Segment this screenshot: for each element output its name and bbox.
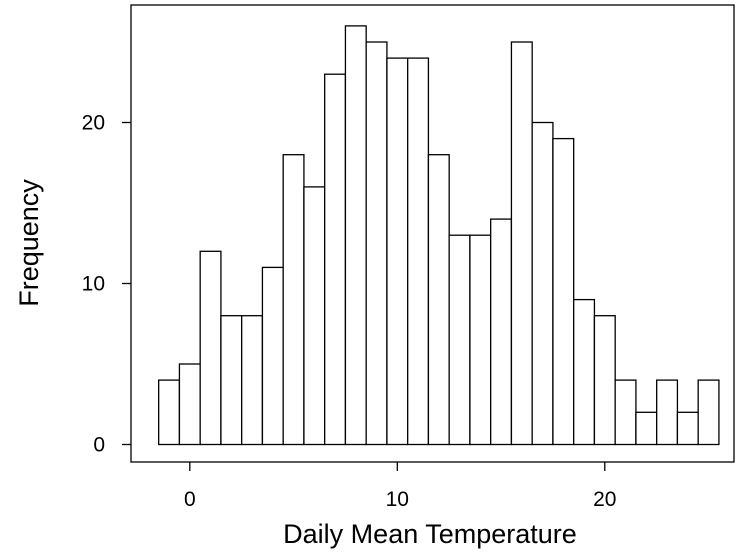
histogram-bar	[303, 186, 326, 446]
histogram-bar	[324, 73, 347, 446]
histogram-bar	[635, 411, 658, 446]
histogram-bar	[676, 411, 699, 446]
histogram-bar	[656, 379, 679, 446]
x-tick-label: 0	[184, 488, 196, 511]
x-axis: 0 10 20	[184, 462, 616, 511]
y-tick-label: 10	[82, 273, 105, 296]
histogram-bar	[158, 379, 181, 446]
histogram-bar	[427, 154, 450, 446]
histogram-bar	[614, 379, 637, 446]
histogram-bar	[386, 57, 409, 446]
y-axis-title: Frequency	[14, 179, 44, 307]
histogram-bar	[573, 298, 596, 446]
histogram-bar	[199, 250, 222, 446]
x-tick-label: 10	[386, 488, 409, 511]
histogram-bar	[510, 41, 533, 446]
y-axis: 0 10 20	[82, 112, 131, 457]
histogram-bar	[282, 154, 305, 446]
histogram-bar	[178, 363, 201, 446]
bars-group	[158, 25, 720, 446]
x-axis-title: Daily Mean Temperature	[283, 519, 577, 549]
histogram-bar	[531, 121, 554, 446]
histogram-bar	[593, 315, 616, 446]
y-tick-label: 0	[93, 434, 105, 457]
histogram-bar	[261, 266, 284, 446]
histogram-bar	[365, 41, 388, 446]
histogram-bar	[697, 379, 720, 446]
y-tick-label: 20	[82, 112, 105, 135]
histogram-bar	[490, 218, 513, 446]
histogram-bar	[241, 315, 264, 446]
histogram-bar	[469, 234, 492, 446]
histogram-bar	[407, 57, 430, 446]
histogram-bar	[448, 234, 471, 446]
histogram-bar	[552, 137, 575, 446]
plot-frame	[130, 4, 735, 463]
histogram-bar	[344, 25, 367, 446]
x-tick-label: 20	[593, 488, 616, 511]
histogram-bar	[220, 315, 243, 446]
